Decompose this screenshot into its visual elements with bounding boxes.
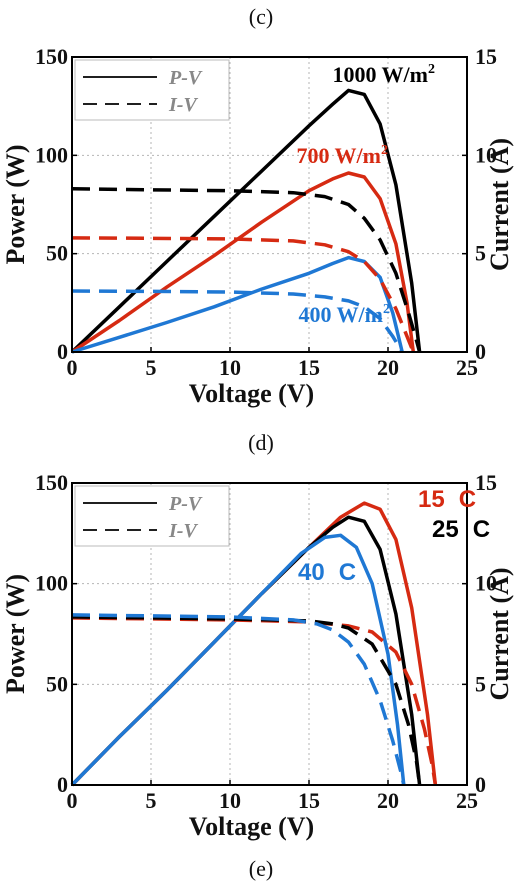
ylabel-e: Power (W) <box>1 574 30 694</box>
y2tick-label-e-0: 0 <box>475 772 486 797</box>
series-d-p-v-1 <box>71 171 416 354</box>
xtick-label-e-5: 25 <box>456 788 478 813</box>
xtick-label-d-0: 0 <box>67 355 78 380</box>
xtick-label-e-0: 0 <box>67 788 78 813</box>
legend-label-d-1: I-V <box>168 94 198 116</box>
ylabel-d: Power (W) <box>1 144 30 264</box>
xtick-label-d-5: 25 <box>456 355 478 380</box>
ytick-label-e-2: 100 <box>35 571 68 596</box>
xlabel-e: Voltage (V) <box>189 812 314 841</box>
xtick-label-d-3: 15 <box>298 355 320 380</box>
ytick-label-e-1: 50 <box>46 671 68 696</box>
legend-box-d <box>74 59 230 121</box>
y2tick-label-d-1: 5 <box>475 241 486 266</box>
y2label-d: Current (A) <box>485 138 514 271</box>
ytick-label-e-3: 150 <box>35 470 68 495</box>
annotation-d-0: 1000 W/m2 <box>332 62 435 87</box>
series-e-i-v-3 <box>71 616 438 786</box>
plot-frame-d <box>71 56 468 353</box>
xtick-label-e-2: 10 <box>219 788 241 813</box>
y2tick-label-e-2: 10 <box>475 571 497 596</box>
y2tick-label-d-3: 15 <box>475 44 497 69</box>
y2tick-label-e-1: 5 <box>475 671 486 696</box>
legend-label-d-0: P-V <box>168 67 203 89</box>
plot-frame-e <box>71 482 468 786</box>
ytick-label-d-1: 50 <box>46 241 68 266</box>
series-d-i-v-3 <box>71 187 422 353</box>
y2tick-label-d-0: 0 <box>475 339 486 364</box>
ytick-label-d-3: 150 <box>35 44 68 69</box>
xtick-label-d-2: 10 <box>219 355 241 380</box>
xtick-label-e-4: 20 <box>377 788 399 813</box>
legend-label-e-1: I-V <box>168 520 198 542</box>
ytick-label-d-2: 100 <box>35 142 68 167</box>
xtick-label-e-3: 15 <box>298 788 320 813</box>
panel-label-c: (c) <box>249 4 273 29</box>
xtick-label-e-1: 5 <box>146 788 157 813</box>
ytick-label-e-0: 0 <box>57 772 68 797</box>
xtick-label-d-1: 5 <box>146 355 157 380</box>
y2tick-label-d-2: 10 <box>475 142 497 167</box>
series-e-p-v-2 <box>70 533 406 787</box>
y2label-e: Current (A) <box>485 567 514 700</box>
series-d-i-v-5 <box>71 289 404 353</box>
annotation-e-1: 25 C <box>432 516 490 543</box>
series-e-p-v-1 <box>70 515 422 787</box>
annotation-e-0: 15 C <box>418 486 476 513</box>
annotation-d-2: 400 W/m2 <box>298 302 390 327</box>
series-d-i-v-4 <box>71 236 415 353</box>
panel-label-e: (e) <box>249 856 273 881</box>
annotation-e-2: 40 C <box>298 559 356 586</box>
legend-label-e-0: P-V <box>168 493 203 515</box>
xtick-label-d-4: 20 <box>377 355 399 380</box>
panel-label-d: (d) <box>248 430 274 455</box>
series-e-i-v-4 <box>71 615 422 786</box>
series-e-i-v-5 <box>71 613 406 786</box>
legend-box-e <box>74 485 230 547</box>
y2tick-label-e-3: 15 <box>475 470 497 495</box>
series-d-p-v-0 <box>70 88 422 354</box>
ytick-label-d-0: 0 <box>57 339 68 364</box>
annotation-d-1: 700 W/m2 <box>296 143 388 168</box>
xlabel-d: Voltage (V) <box>189 379 314 408</box>
